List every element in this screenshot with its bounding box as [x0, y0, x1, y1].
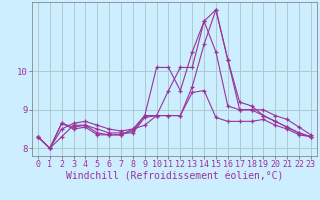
X-axis label: Windchill (Refroidissement éolien,°C): Windchill (Refroidissement éolien,°C)	[66, 172, 283, 182]
